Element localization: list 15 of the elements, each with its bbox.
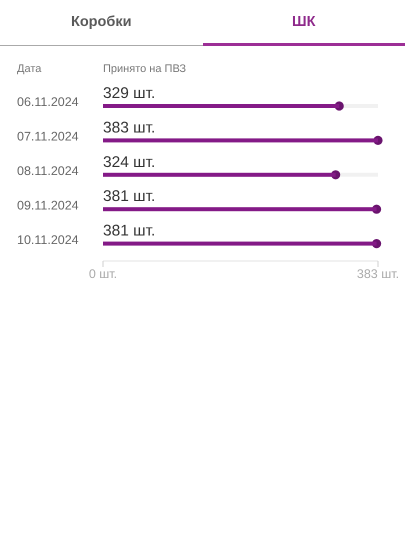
y-tick-label: 06.11.2024 [17,95,79,110]
y-tick-label: 09.11.2024 [17,198,79,212]
y-tick-label: 10.11.2024 [17,232,79,247]
chart-title: ШК [292,14,316,30]
data-label: 324 шт. [103,154,156,171]
y-tick-label: 08.11.2024 [17,164,79,178]
x-tick-label: 0 шт. [88,266,118,281]
y-axis-title: Дата [17,63,42,75]
y-tick-label: 07.11.2024 [17,130,79,144]
x-axis-title: Принято на ПВЗ [103,63,186,75]
data-label: 383 шт. [103,119,156,136]
data-label: 381 шт. [103,188,156,206]
data-label: 381 шт. [103,222,156,240]
data-label: 329 шт. [103,85,156,102]
text: Коробки [70,14,132,30]
